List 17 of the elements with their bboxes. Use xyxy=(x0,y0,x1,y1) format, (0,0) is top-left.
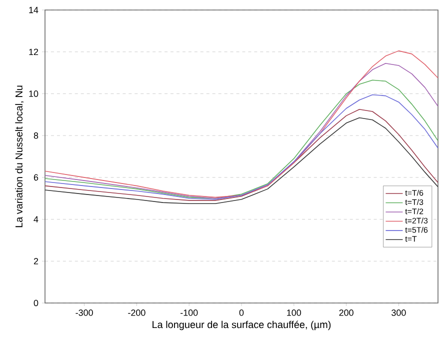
y-tick-label: 4 xyxy=(34,216,38,222)
y-tick-label: 10 xyxy=(29,90,38,97)
x-axis-title: La longueur de la surface chauffée, (µm) xyxy=(152,320,331,330)
y-tick-label: 0 xyxy=(34,300,38,306)
y-tick-label: 12 xyxy=(29,48,38,55)
y-tick-label: 2 xyxy=(34,258,38,264)
x-tick-label: 300 xyxy=(392,310,406,316)
y-tick-label: 8 xyxy=(34,132,38,139)
y-axis-title: La variation du Nusselt local, Nu xyxy=(15,86,24,228)
x-tick-label: -300 xyxy=(76,310,93,316)
x-tick-label: -200 xyxy=(128,310,146,316)
x-tick-label: -100 xyxy=(180,310,198,316)
x-tick-label: 100 xyxy=(287,310,302,316)
y-tick-label: 6 xyxy=(34,174,38,181)
x-tick-label: 200 xyxy=(339,310,354,316)
y-tick-label: 14 xyxy=(29,6,38,14)
x-tick-label: 0 xyxy=(239,310,244,316)
